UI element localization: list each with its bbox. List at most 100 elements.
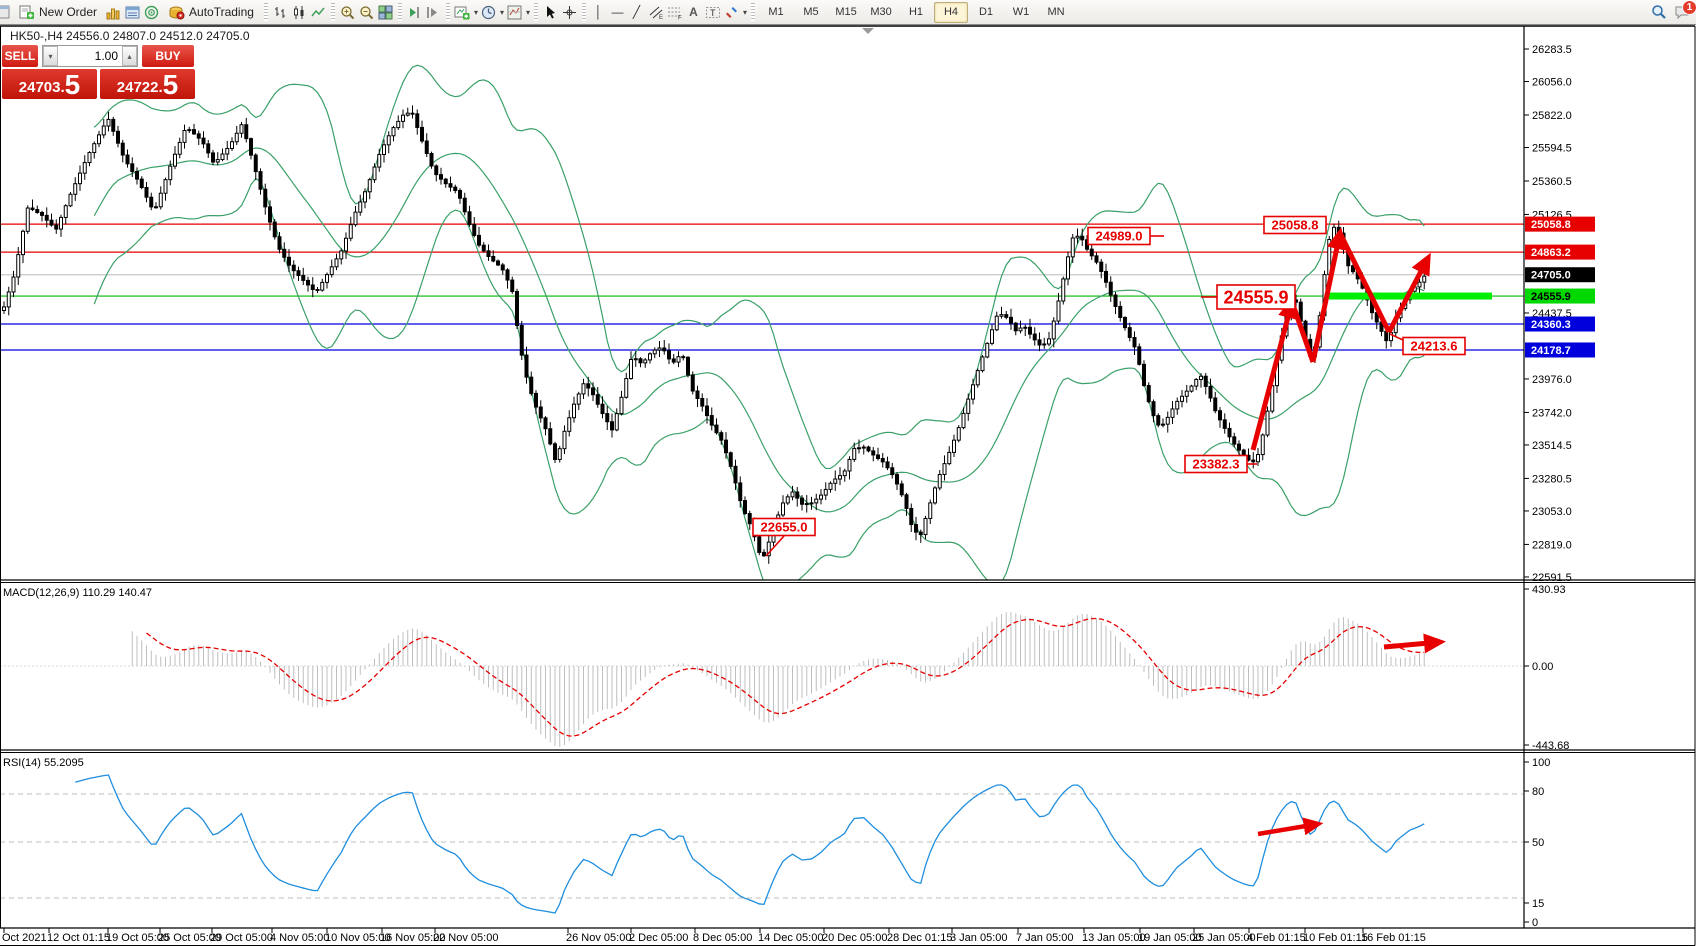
new-order-button[interactable]: New Order (12, 1, 103, 24)
candle-body (1108, 281, 1113, 296)
notifications-icon[interactable]: 1 (1673, 0, 1696, 21)
bar-chart-icon[interactable] (272, 4, 289, 21)
candle-body (762, 551, 766, 557)
volume-input[interactable] (58, 46, 122, 66)
search-icon[interactable] (1650, 4, 1667, 21)
candle-body (980, 356, 985, 372)
template-icon[interactable] (506, 4, 523, 21)
profiles-dropdown-icon[interactable]: ▾ (499, 7, 504, 17)
level-badge-24863.2: 24863.2 (1525, 244, 1595, 260)
new-chart-dropdown-icon[interactable]: ▾ (473, 7, 478, 17)
timeframe-button-mn[interactable]: MN (1047, 6, 1065, 18)
candle-body (1213, 397, 1218, 412)
timeframe-button-h1[interactable]: H1 (908, 6, 924, 18)
zoom-in-icon[interactable] (339, 4, 356, 21)
sell-button[interactable]: SELL (2, 45, 38, 67)
timeframe-button-m5[interactable]: M5 (803, 6, 819, 18)
rsi-trend-arrow[interactable] (1257, 817, 1324, 837)
auto-scroll-icon[interactable] (406, 4, 423, 21)
candle-body (239, 124, 244, 134)
charts-icon[interactable] (105, 4, 122, 21)
window-icon[interactable] (0, 4, 10, 21)
sell-price-display[interactable]: 24703. 5 (2, 69, 97, 99)
candle-body (695, 390, 700, 399)
arrows-tool-icon[interactable] (723, 4, 740, 21)
volume-down-button[interactable]: ▾ (43, 46, 58, 66)
callout-text: 24555.9 (1223, 288, 1288, 308)
timeframe-button-m30[interactable]: M30 (870, 6, 892, 18)
price-callout-24555.9[interactable]: 24555.9 (1201, 284, 1296, 310)
candle-body (225, 148, 230, 155)
price-axis[interactable]: 26283.526056.025822.025594.525360.525126… (1524, 44, 1572, 929)
zigzag-arrow-segment[interactable] (1289, 301, 1316, 363)
candlestick-chart-icon[interactable] (291, 4, 308, 21)
candle-body (529, 376, 534, 394)
navigator-icon[interactable] (143, 4, 160, 21)
macd-trend-arrow[interactable] (1383, 633, 1446, 654)
chart-shift-marker[interactable] (862, 28, 874, 34)
market-watch-icon[interactable] (124, 4, 141, 21)
price-callout-25058.8[interactable]: 25058.8 (1263, 215, 1327, 235)
price-callout-23382.3[interactable]: 23382.3 (1184, 454, 1257, 474)
price-callout-24989.0[interactable]: 24989.0 (1087, 226, 1164, 246)
price-tick-label: 23976.0 (1532, 374, 1572, 386)
timeframe-button-h4[interactable]: H4 (934, 1, 969, 23)
toolbar-grip (445, 3, 450, 21)
arrows-dropdown-icon[interactable]: ▾ (743, 7, 748, 17)
zigzag-arrow-segment[interactable] (1337, 231, 1392, 334)
zigzag-arrow-segment[interactable] (1250, 296, 1298, 451)
text-label-tool-icon[interactable]: T (704, 4, 721, 21)
rsi-axis-label: 15 (1532, 898, 1544, 910)
line-chart-icon[interactable] (310, 4, 327, 21)
candle-body (567, 417, 572, 432)
new-chart-icon[interactable] (454, 4, 471, 21)
buy-button[interactable]: BUY (142, 45, 194, 67)
tile-windows-icon[interactable] (377, 4, 394, 21)
candle-body (990, 329, 994, 344)
candle-body (971, 384, 975, 400)
candle-body (372, 166, 377, 181)
candle-body (144, 186, 149, 198)
template-dropdown-icon[interactable]: ▾ (525, 7, 530, 17)
candle-body (614, 413, 619, 431)
chart-canvas[interactable]: 24989.0 25058.8 24555.9 24213.6 23382.3 22655… (0, 25, 1696, 946)
horizontal-line-tool-icon[interactable]: — (611, 5, 624, 19)
zigzag-arrow-segment[interactable] (1310, 227, 1347, 363)
buy-price-display[interactable]: 24722. 5 (100, 69, 195, 99)
fibonacci-tool-icon[interactable]: F (666, 4, 683, 21)
callout-text: 24989.0 (1096, 229, 1143, 244)
channel-tool-icon[interactable]: E (647, 4, 664, 21)
candle-body (1113, 294, 1118, 307)
vertical-line-tool-icon[interactable]: │ (594, 5, 603, 19)
chart-shift-icon[interactable] (425, 4, 442, 21)
price-callout-22655.0[interactable]: 22655.0 (752, 517, 816, 557)
candle-body (97, 134, 101, 145)
timeframe-button-m1[interactable]: M1 (768, 6, 784, 18)
volume-up-button[interactable]: ▴ (122, 46, 137, 66)
timeframe-button-d1[interactable]: D1 (978, 6, 994, 18)
candle-body (885, 461, 890, 469)
timeframe-button-m15[interactable]: M15 (835, 6, 857, 18)
text-tool-icon[interactable]: A (689, 5, 698, 19)
candle-body (472, 224, 477, 236)
zoom-out-icon[interactable] (358, 4, 375, 21)
time-tick-label: 14 Dec 05:00 (758, 932, 823, 944)
cursor-icon[interactable] (542, 4, 559, 21)
candle-body (410, 112, 415, 115)
time-tick-label: 25 Jan 05:00 (1192, 932, 1256, 944)
candle-body (344, 237, 348, 252)
candle-body (301, 275, 306, 281)
profiles-icon[interactable] (480, 4, 497, 21)
price-callout-24213.6[interactable]: 24213.6 (1389, 333, 1466, 356)
candle-body (942, 463, 947, 475)
timeframe-button-w1[interactable]: W1 (1012, 6, 1030, 18)
candle-body (149, 196, 154, 208)
autotrading-button[interactable]: AutoTrading (162, 1, 260, 24)
price-tick-label: 23742.0 (1532, 407, 1572, 419)
zigzag-arrow-segment[interactable] (1386, 252, 1431, 334)
crosshair-icon[interactable] (561, 4, 578, 21)
candle-body (605, 413, 610, 423)
trendline-tool-icon[interactable]: ╱ (632, 5, 641, 19)
candle-body (1175, 400, 1180, 410)
